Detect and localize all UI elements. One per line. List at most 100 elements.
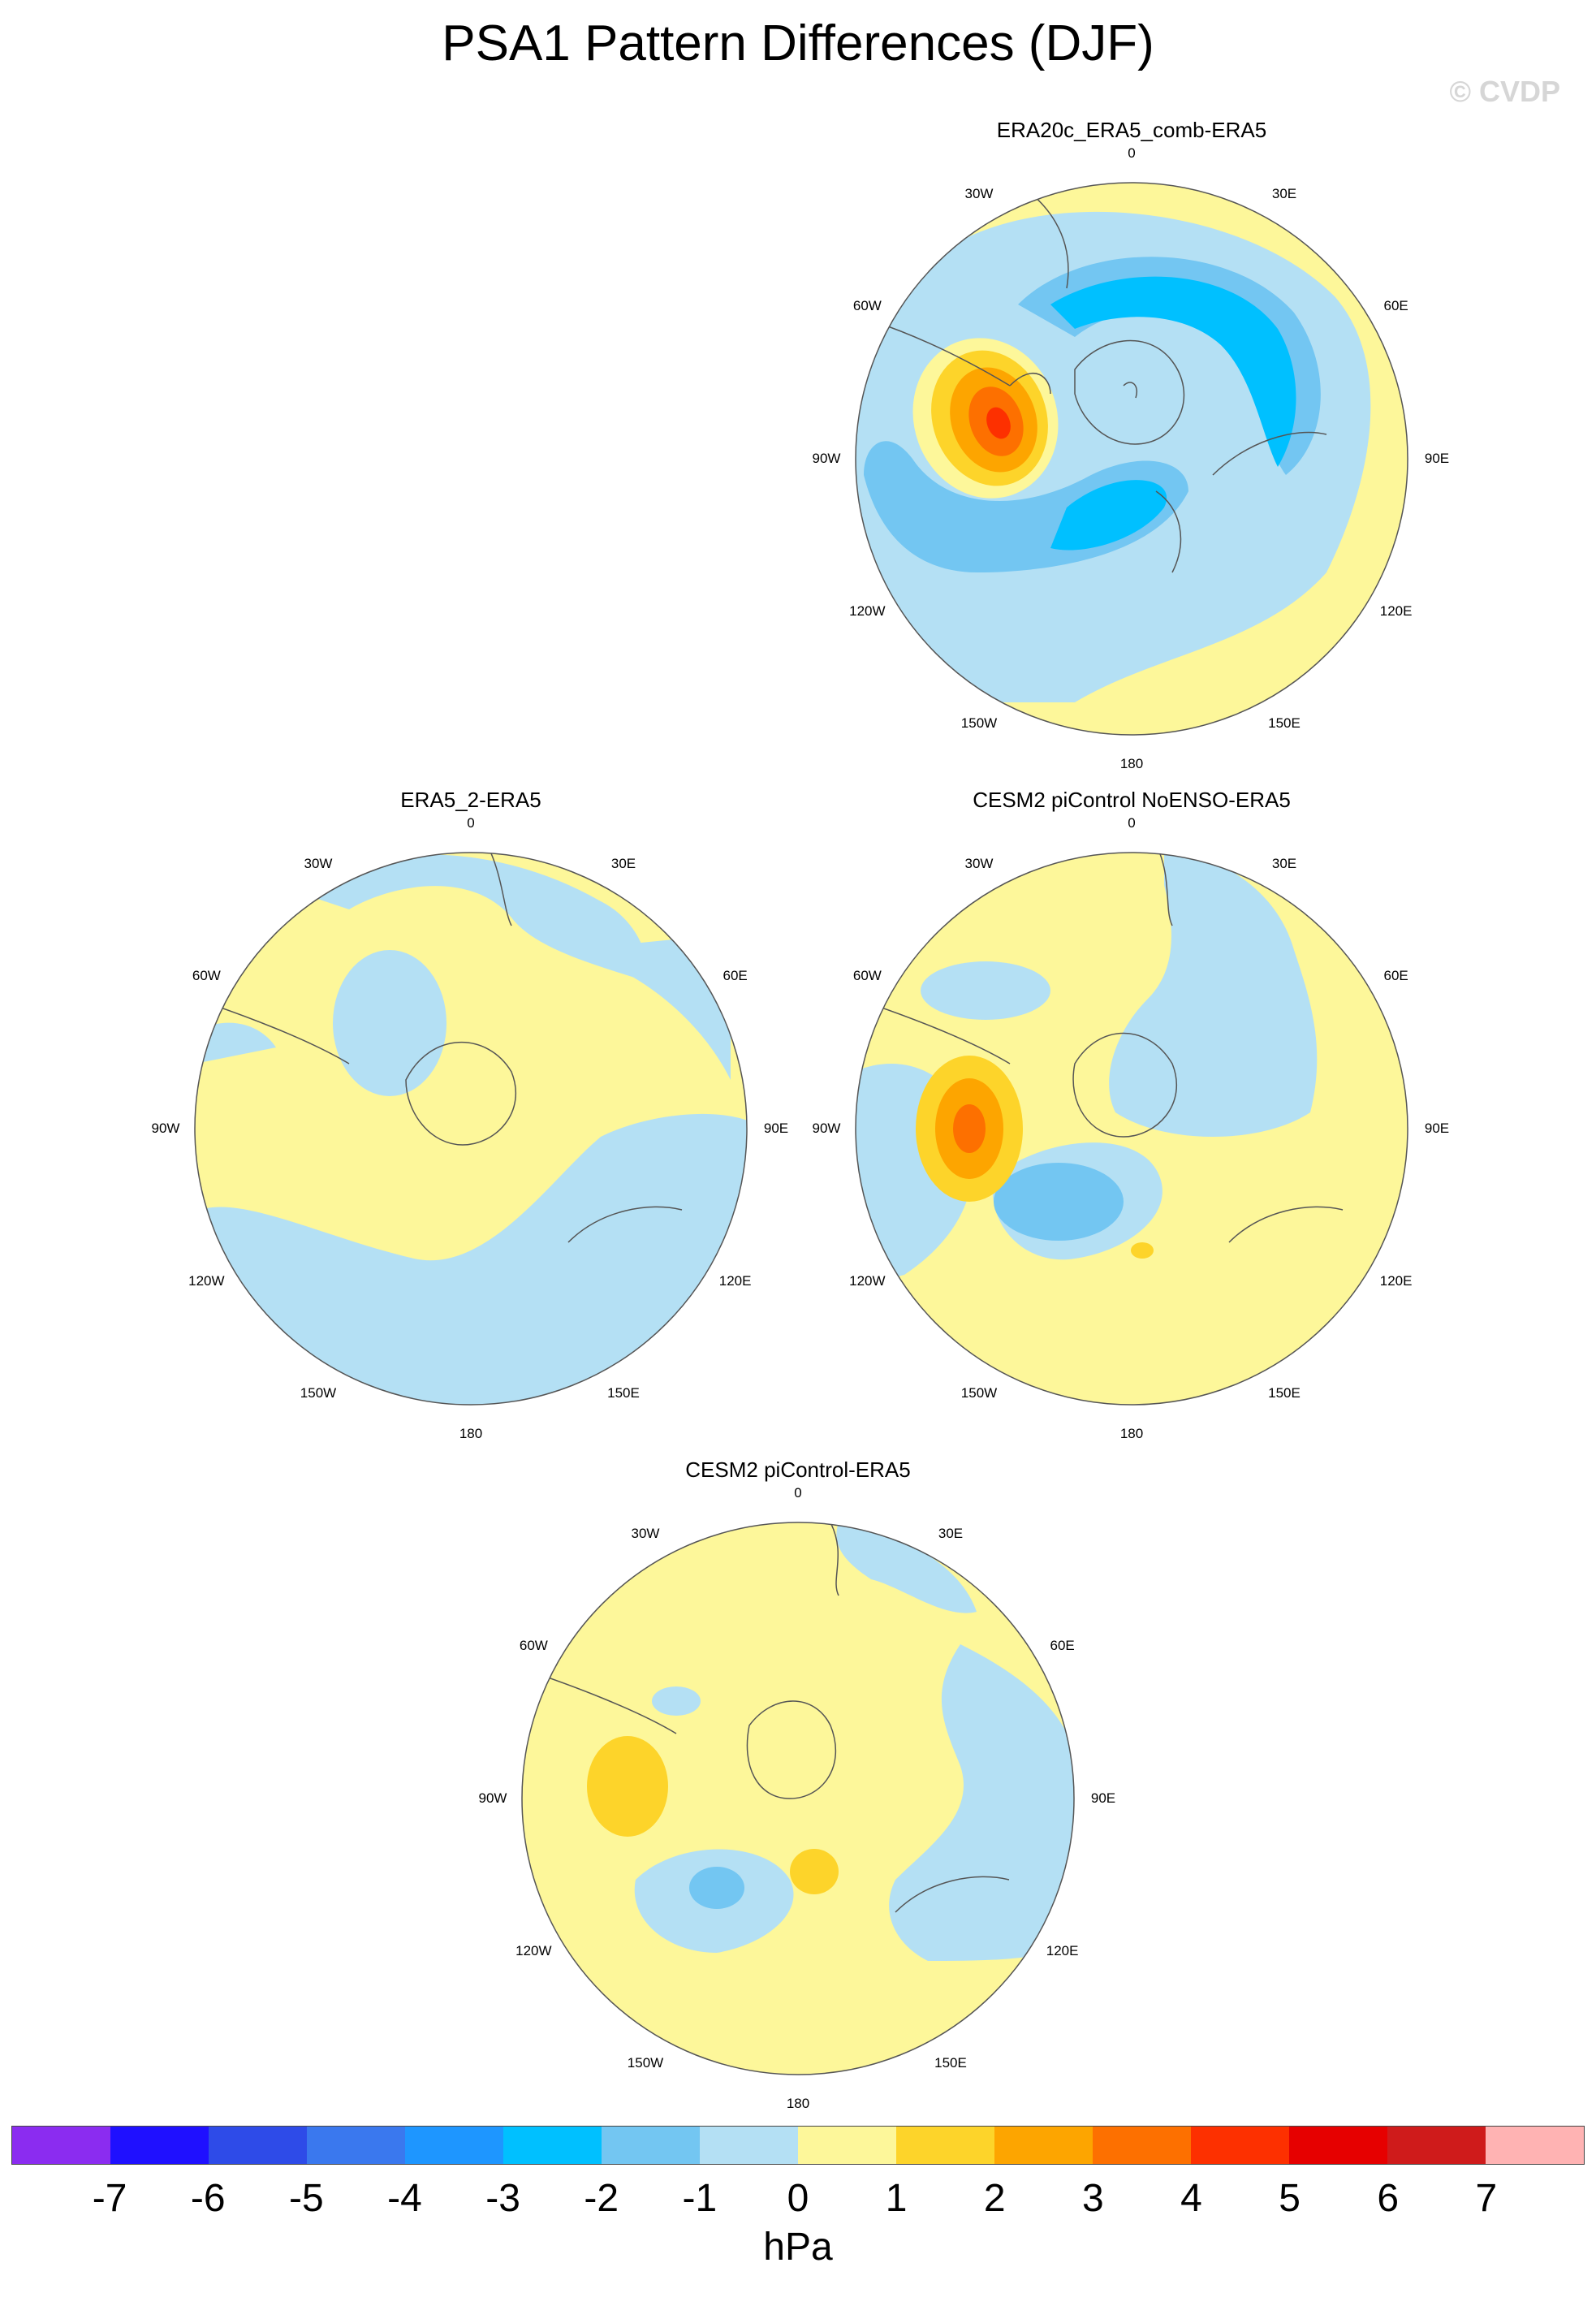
colorbar-tick-label: 4 xyxy=(1180,2177,1202,2220)
longitude-label: 30E xyxy=(1271,856,1297,872)
longitude-label: 150W xyxy=(960,715,998,731)
longitude-label: 30E xyxy=(938,1526,964,1542)
colorbar-segment xyxy=(307,2127,405,2164)
field-negative-weak-e xyxy=(538,1612,571,1628)
longitude-label: 90E xyxy=(1424,1121,1450,1136)
longitude-label: 0 xyxy=(1128,815,1136,831)
longitude-label: 120W xyxy=(188,1273,225,1289)
longitude-label: 30E xyxy=(610,856,636,872)
colorbar-tick-label: 0 xyxy=(787,2177,809,2220)
longitude-label: 150E xyxy=(1268,1384,1301,1401)
longitude-label: 30W xyxy=(964,186,994,202)
longitude-label: 90E xyxy=(1090,1790,1116,1806)
longitude-label: 180 xyxy=(459,1426,483,1441)
longitude-label: 150E xyxy=(1268,715,1301,731)
field-negative-3-b xyxy=(1050,480,1167,551)
longitude-label: 150W xyxy=(300,1384,337,1401)
colorbar-tick-label: 7 xyxy=(1475,2177,1498,2220)
colorbar xyxy=(11,2126,1585,2165)
colorbar-tick-label: 1 xyxy=(885,2177,908,2220)
colorbar-segment xyxy=(12,2127,110,2164)
longitude-label: 180 xyxy=(1119,1426,1144,1441)
colorbar-tick-label: 6 xyxy=(1377,2177,1400,2220)
colorbar-segment xyxy=(1289,2127,1387,2164)
colorbar-tick-label: 5 xyxy=(1279,2177,1301,2220)
colorbar-segment xyxy=(896,2127,994,2164)
map-border xyxy=(521,1522,1075,2075)
polar-map xyxy=(521,1522,1075,2075)
field-positive-2 xyxy=(587,1736,668,1837)
longitude-label: 30E xyxy=(1271,186,1297,202)
colorbar-segment xyxy=(700,2127,798,2164)
longitude-label: 120W xyxy=(515,1943,552,1958)
longitude-label: 120W xyxy=(849,1273,886,1289)
longitude-label: 30W xyxy=(631,1526,660,1542)
map-border xyxy=(855,852,1408,1406)
colorbar-segment xyxy=(503,2127,602,2164)
colorbar-tick-label: -3 xyxy=(485,2177,520,2220)
field-negative-weak xyxy=(836,1522,977,1613)
colorbar-tick-label: -1 xyxy=(682,2177,718,2220)
longitude-label: 30W xyxy=(304,856,333,872)
longitude-label: 90W xyxy=(478,1790,507,1806)
colorbar-segment xyxy=(1486,2127,1584,2164)
colorbar-segment xyxy=(209,2127,307,2164)
panel-era5-2: ERA5_2-ERA5 0 30E 60E 90E 120E 150E 180 150W 120… xyxy=(146,788,796,1441)
longitude-label: 60W xyxy=(192,968,221,983)
longitude-label: 60W xyxy=(519,1638,548,1653)
field-negative-weak-e xyxy=(195,1022,276,1064)
panel-title: ERA20c_ERA5_comb-ERA5 xyxy=(996,118,1267,142)
field-negative-2 xyxy=(994,1163,1124,1241)
polar-map xyxy=(855,852,1408,1406)
colorbar-tick-label: 2 xyxy=(983,2177,1006,2220)
colorbar-segment xyxy=(1191,2127,1289,2164)
panel-era20c-era5-comb: ERA20c_ERA5_comb-ERA5 xyxy=(807,118,1456,771)
field-negative-weak-c xyxy=(333,950,446,1096)
map-border xyxy=(194,852,748,1406)
field-positive-5 xyxy=(986,407,1011,439)
panel-title: CESM2 piControl-ERA5 xyxy=(685,1457,911,1482)
field-negative-weak-b xyxy=(568,934,731,1080)
colorbar-tick-label: -2 xyxy=(584,2177,619,2220)
field-negative-3 xyxy=(1050,276,1296,467)
colorbar-segment xyxy=(1093,2127,1191,2164)
colorbar-segment xyxy=(405,2127,503,2164)
field-positive-4 xyxy=(953,1104,986,1153)
longitude-label: 60E xyxy=(1383,968,1408,983)
longitude-label: 120E xyxy=(1046,1943,1079,1958)
longitude-label: 90E xyxy=(1424,451,1450,466)
colorbar-segment xyxy=(110,2127,209,2164)
colorbar-tick-label: -5 xyxy=(289,2177,324,2220)
map-border xyxy=(855,182,1408,736)
polar-map xyxy=(855,182,1408,736)
colorbar-segment xyxy=(1387,2127,1486,2164)
field-positive-2-b xyxy=(1131,1242,1154,1259)
longitude-label: 180 xyxy=(1119,756,1144,771)
cvdp-watermark: © CVDP xyxy=(1449,75,1560,108)
field-negative-weak xyxy=(1109,853,1318,1137)
field-negative-weak-d xyxy=(652,1686,701,1716)
longitude-label: 0 xyxy=(467,815,475,831)
field-negative-weak-d xyxy=(921,961,1050,1020)
field-negative-weak xyxy=(300,854,649,982)
longitude-label: 0 xyxy=(1128,145,1136,161)
longitude-label: 60E xyxy=(723,968,748,983)
panel-title: CESM2 piControl NoENSO-ERA5 xyxy=(973,788,1291,812)
longitude-label: 60E xyxy=(1383,298,1408,313)
field-positive-2-b xyxy=(790,1849,839,1894)
longitude-label: 60W xyxy=(852,968,882,983)
longitude-label: 120E xyxy=(1379,603,1413,619)
figure-title: PSA1 Pattern Differences (DJF) xyxy=(442,15,1154,71)
colorbar-segment xyxy=(798,2127,896,2164)
longitude-label: 150W xyxy=(627,2054,664,2071)
field-negative-weak-d xyxy=(195,1113,747,1405)
longitude-label: 180 xyxy=(786,2096,810,2111)
longitude-label: 120E xyxy=(1379,1273,1413,1289)
longitude-label: 120W xyxy=(849,603,886,619)
longitude-label: 90W xyxy=(812,451,841,466)
colorbar-tick-label: -4 xyxy=(387,2177,422,2220)
longitude-label: 60W xyxy=(852,298,882,313)
panel-cesm2-picontrol: CESM2 piControl-ERA5 0 30E 60E 90E 120E 150E 1… xyxy=(473,1457,1123,2111)
field-negative-weak-b xyxy=(889,1644,1074,1961)
longitude-label: 150E xyxy=(607,1384,640,1401)
